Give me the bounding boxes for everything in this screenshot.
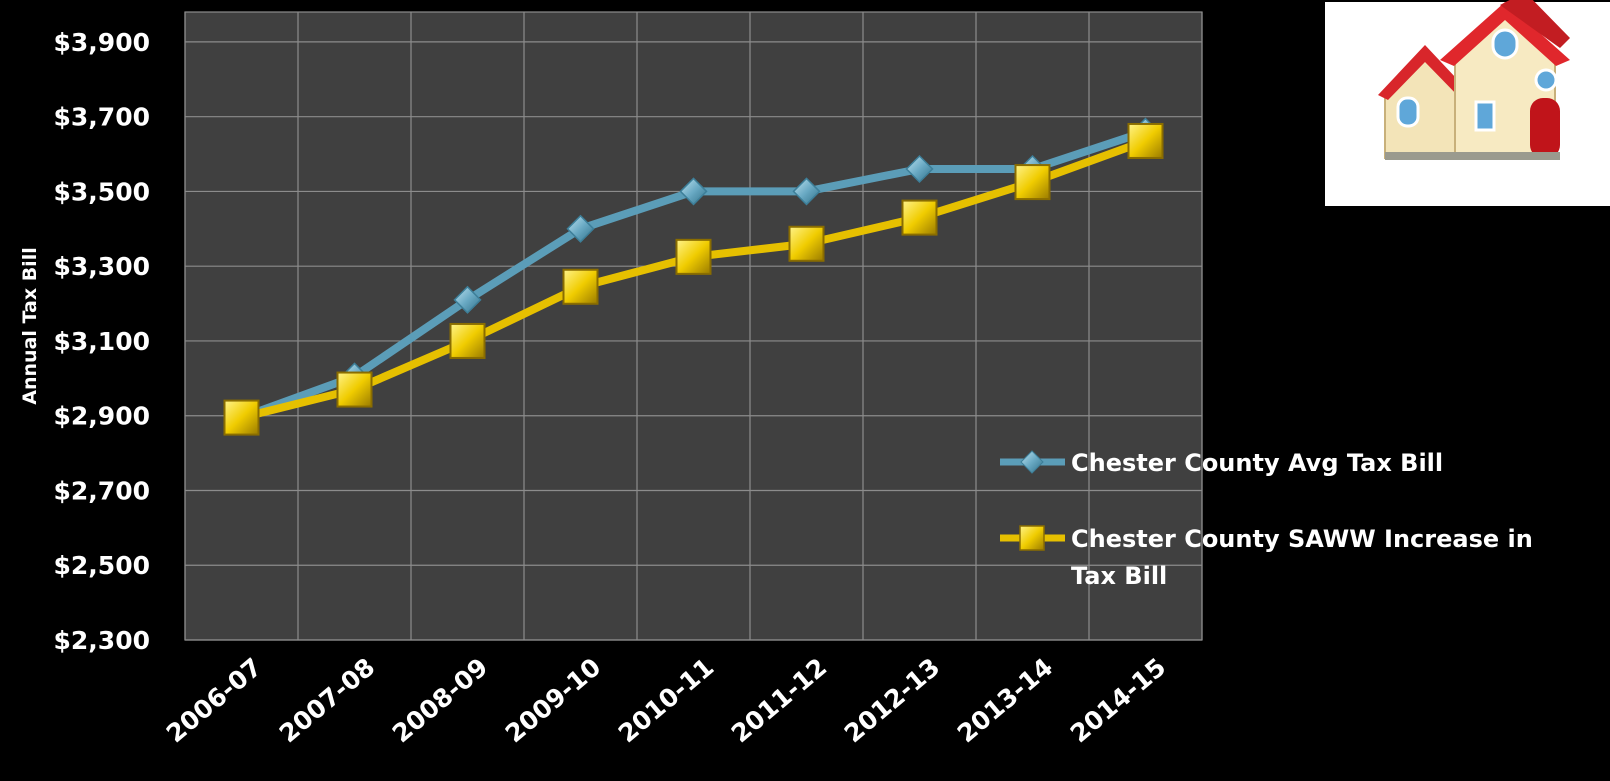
x-tick-label: 2007-08 bbox=[274, 652, 381, 748]
point-avg bbox=[905, 154, 934, 184]
x-tick-label: 2008-09 bbox=[387, 652, 494, 748]
legend-label-avg: Chester County Avg Tax Bill bbox=[1071, 449, 1443, 477]
house-icon bbox=[1325, 0, 1610, 206]
legend: Chester County Avg Tax Bill Chester Coun… bbox=[1000, 449, 1533, 590]
point-saww bbox=[223, 399, 260, 436]
y-axis-title: Annual Tax Bill bbox=[19, 247, 41, 404]
point-saww bbox=[336, 371, 373, 408]
point-saww bbox=[562, 268, 599, 305]
y-tick-label: $2,700 bbox=[54, 476, 150, 505]
point-saww bbox=[788, 225, 825, 262]
point-saww bbox=[1127, 122, 1164, 159]
point-saww bbox=[1014, 164, 1051, 201]
x-tick-label: 2014-15 bbox=[1065, 652, 1172, 748]
y-tick-label: $2,300 bbox=[54, 626, 150, 655]
y-tick-label: $2,500 bbox=[54, 551, 150, 580]
y-tick-label: $3,300 bbox=[54, 252, 150, 281]
x-tick-label: 2006-07 bbox=[161, 652, 268, 748]
legend-label-saww: Chester County SAWW Increase in Tax Bill bbox=[1071, 525, 1533, 590]
point-saww bbox=[675, 238, 712, 275]
plot-border bbox=[184, 11, 1203, 641]
point-avg bbox=[453, 285, 482, 314]
y-tick-label: $3,700 bbox=[54, 103, 150, 132]
y-tick-label: $2,900 bbox=[54, 402, 150, 431]
x-tick-label: 2012-13 bbox=[839, 652, 946, 748]
point-saww bbox=[901, 199, 938, 236]
x-tick-label: 2010-11 bbox=[613, 652, 720, 748]
y-axis-ticks: $2,300 $2,500 $2,700 $2,900 $3,100 $3,300 $3,5… bbox=[54, 28, 150, 655]
point-avg bbox=[792, 177, 821, 206]
x-tick-label: 2009-10 bbox=[500, 652, 607, 748]
point-saww bbox=[449, 322, 486, 359]
legend-marker-avg bbox=[1020, 450, 1044, 474]
series-layer bbox=[223, 117, 1164, 436]
legend-marker-saww bbox=[1019, 525, 1045, 551]
x-tick-label: 2011-12 bbox=[726, 652, 833, 748]
x-axis-ticks: 2006-07 2007-08 2008-09 2009-10 2010-11 2011-… bbox=[161, 652, 1172, 748]
y-tick-label: $3,500 bbox=[54, 177, 150, 206]
x-tick-label: 2013-14 bbox=[952, 652, 1059, 748]
point-avg bbox=[679, 177, 708, 206]
series-saww bbox=[223, 122, 1164, 436]
y-tick-label: $3,900 bbox=[54, 28, 150, 57]
plot-area bbox=[185, 12, 1202, 640]
point-avg bbox=[566, 214, 595, 243]
y-tick-label: $3,100 bbox=[54, 327, 150, 356]
